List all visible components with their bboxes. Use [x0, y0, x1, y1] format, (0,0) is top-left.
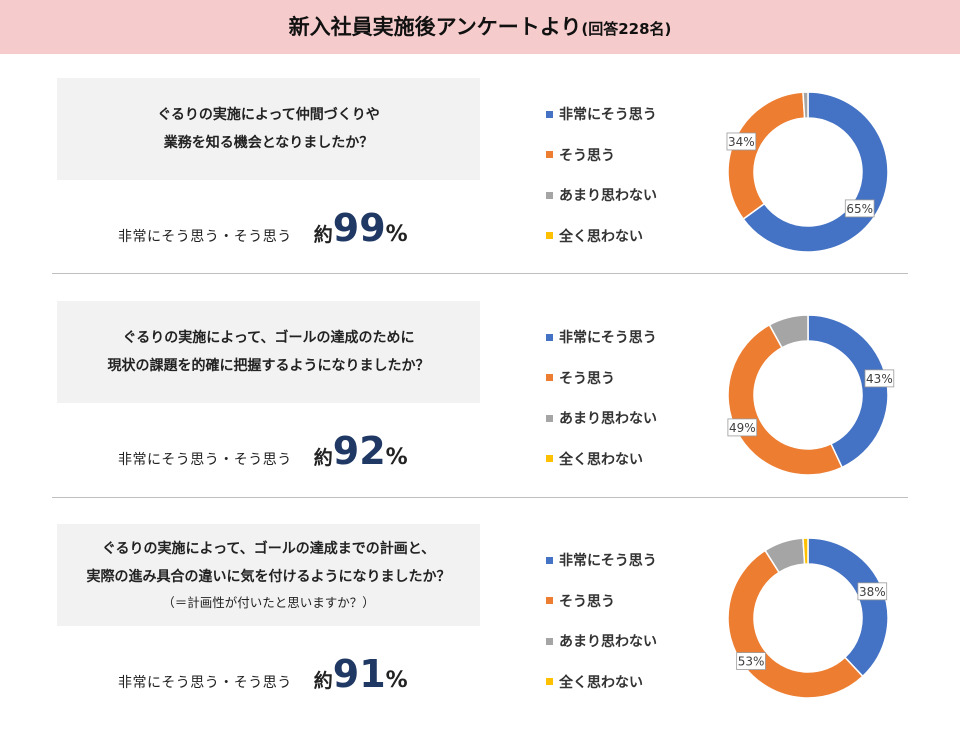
legend-label: そう思う — [559, 593, 615, 610]
svg-text:43%: 43% — [866, 372, 893, 386]
legend-label: そう思う — [559, 370, 615, 387]
question-line: ぐるりの実施によって、ゴールの達成までの計画と、 — [101, 541, 436, 557]
data-label-2: 49% — [727, 418, 758, 437]
legend-swatch — [546, 678, 553, 686]
result-approx: 約 — [313, 447, 333, 469]
donut-slice-3 — [802, 91, 809, 119]
section-divider — [52, 497, 908, 498]
donut-slice-1 — [807, 314, 889, 469]
result-label: 非常にそう思う・そう思う — [118, 675, 292, 691]
result-number: 91 — [332, 652, 386, 696]
donut-chart: 43%49%8%0% — [727, 314, 895, 476]
svg-text:49%: 49% — [729, 421, 756, 435]
legend-item: そう思う — [546, 135, 696, 176]
data-label-1: 38% — [857, 582, 888, 601]
result-label: 非常にそう思う・そう思う — [118, 229, 292, 245]
question-note: （＝計画性が付いたと思いますか？） — [162, 595, 375, 610]
legend-label: 非常にそう思う — [559, 107, 657, 124]
legend-label: 非常にそう思う — [559, 330, 657, 347]
result-summary: 非常にそう思う・そう思う 約 92 % — [118, 429, 408, 473]
legend-item: あまり思わない — [546, 175, 696, 216]
page-title: 新入社員実施後アンケートより — [288, 15, 582, 39]
data-label-2: 34% — [726, 132, 757, 151]
chart-legend: 非常にそう思う そう思う あまり思わない 全く思わない — [546, 317, 696, 479]
survey-section-1: ぐるりの実施によって仲間づくりや 業務を知る機会となりましたか？ 非常にそう思う… — [0, 78, 960, 300]
result-percent-sign: % — [385, 668, 408, 693]
question-box: ぐるりの実施によって仲間づくりや 業務を知る機会となりましたか？ — [57, 78, 480, 180]
legend-swatch — [546, 374, 553, 382]
respondent-count: (回答228名) — [581, 20, 672, 38]
legend-swatch — [546, 597, 553, 605]
legend-label: 全く思わない — [559, 228, 643, 245]
question-box: ぐるりの実施によって、ゴールの達成のために 現状の課題を的確に把握するようになり… — [57, 301, 480, 403]
result-percent-sign: % — [385, 445, 408, 470]
question-line: 現状の課題を的確に把握するようになりましたか？ — [107, 358, 430, 374]
legend-item: 非常にそう思う — [546, 317, 696, 358]
legend-swatch — [546, 637, 553, 645]
legend-label: あまり思わない — [559, 634, 657, 651]
donut-slice-3 — [768, 314, 809, 349]
legend-item: 全く思わない — [546, 662, 696, 703]
legend-swatch — [546, 556, 553, 564]
legend-item: あまり思わない — [546, 398, 696, 439]
legend-label: 全く思わない — [559, 451, 643, 468]
result-number: 92 — [332, 429, 386, 473]
data-label-1: 43% — [864, 369, 895, 388]
result-approx: 約 — [313, 224, 333, 246]
svg-text:65%: 65% — [846, 202, 873, 216]
legend-label: あまり思わない — [559, 411, 657, 428]
chart-legend: 非常にそう思う そう思う あまり思わない 全く思わない — [546, 540, 696, 702]
donut-slice-2 — [727, 91, 806, 221]
svg-text:53%: 53% — [738, 655, 765, 669]
header-banner: 新入社員実施後アンケートより(回答228名) — [0, 0, 960, 54]
donut-slice-1 — [807, 537, 889, 678]
question-line: 実際の進み具合の違いに気を付けるようになりましたか？ — [86, 569, 451, 585]
legend-swatch — [546, 414, 553, 422]
survey-section-2: ぐるりの実施によって、ゴールの達成のために 現状の課題を的確に把握するようになり… — [0, 301, 960, 523]
question-line: ぐるりの実施によって、ゴールの達成のために — [122, 330, 415, 346]
result-summary: 非常にそう思う・そう思う 約 99 % — [118, 206, 408, 250]
chart-legend: 非常にそう思う そう思う あまり思わない 全く思わない — [546, 94, 696, 256]
result-percent-sign: % — [385, 222, 408, 247]
legend-item: 非常にそう思う — [546, 94, 696, 135]
survey-section-3: ぐるりの実施によって、ゴールの達成までの計画と、 実際の進み具合の違いに気を付け… — [0, 524, 960, 746]
donut-chart: 38%53%8%1% — [727, 537, 889, 699]
svg-text:38%: 38% — [859, 585, 886, 599]
question-line: 業務を知る機会となりましたか？ — [163, 135, 374, 151]
result-number: 99 — [332, 206, 386, 250]
data-label-2: 53% — [736, 652, 766, 670]
donut-slice-2 — [727, 323, 844, 476]
legend-label: 非常にそう思う — [559, 553, 657, 570]
legend-swatch — [546, 455, 553, 463]
legend-item: 全く思わない — [546, 439, 696, 480]
legend-swatch — [546, 110, 553, 118]
legend-label: 全く思わない — [559, 674, 643, 691]
legend-swatch — [546, 232, 553, 240]
legend-swatch — [546, 333, 553, 341]
legend-item: そう思う — [546, 358, 696, 399]
result-label: 非常にそう思う・そう思う — [118, 452, 292, 468]
legend-item: 全く思わない — [546, 216, 696, 257]
legend-item: あまり思わない — [546, 621, 696, 662]
question-line: ぐるりの実施によって仲間づくりや — [157, 107, 380, 123]
legend-label: そう思う — [559, 147, 615, 164]
legend-swatch — [546, 151, 553, 159]
donut-chart: 65%34%0% — [726, 91, 889, 253]
legend-label: あまり思わない — [559, 188, 657, 205]
question-box: ぐるりの実施によって、ゴールの達成までの計画と、 実際の進み具合の違いに気を付け… — [57, 524, 480, 626]
result-approx: 約 — [313, 670, 333, 692]
legend-item: 非常にそう思う — [546, 540, 696, 581]
legend-item: そう思う — [546, 581, 696, 622]
data-label-1: 65% — [844, 199, 875, 218]
svg-text:34%: 34% — [728, 135, 755, 149]
donut-slice-4 — [802, 537, 809, 565]
result-summary: 非常にそう思う・そう思う 約 91 % — [118, 652, 408, 696]
legend-swatch — [546, 191, 553, 199]
section-divider — [52, 273, 908, 274]
